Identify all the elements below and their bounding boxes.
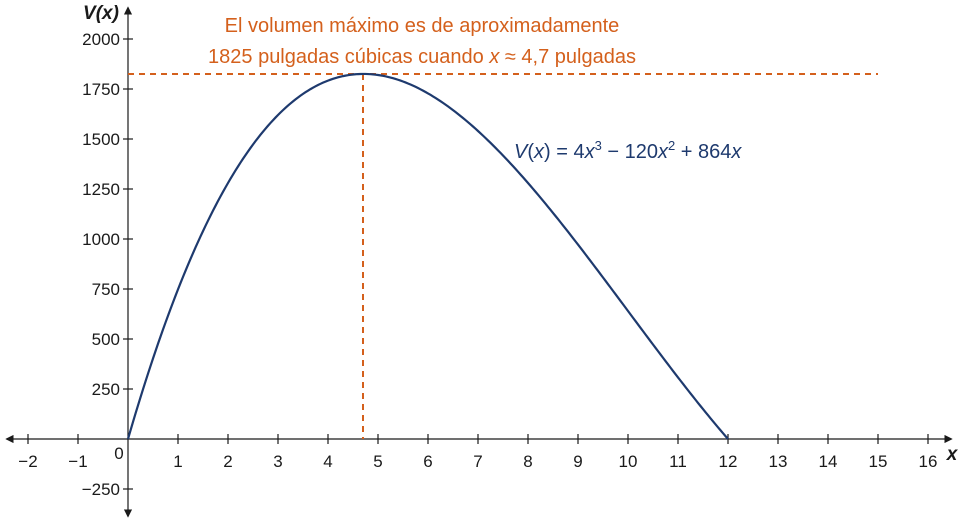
eq-open: (: [527, 141, 534, 163]
eq-end: + 864: [675, 141, 731, 163]
annotation-suffix: ≈ 4,7 pulgadas: [499, 46, 636, 68]
x-tick-label: 8: [523, 452, 532, 471]
annotation-line-2: 1825 pulgadas cúbicas cuando x ≈ 4,7 pul…: [208, 46, 636, 68]
x-tick-label: 15: [869, 452, 888, 471]
annotation-line-1: El volumen máximo es de aproximadamente: [225, 15, 620, 37]
x-tick-label: 10: [619, 452, 638, 471]
origin-label: 0: [114, 444, 123, 463]
y-tick-label: 1000: [82, 230, 120, 249]
x-tick-label: 13: [769, 452, 788, 471]
eq-close: ) = 4: [544, 141, 585, 163]
y-tick-label: −250: [82, 480, 120, 499]
volume-curve: [126, 72, 729, 440]
eq-x-cubed: x: [584, 141, 596, 163]
y-axis-title: V(x): [83, 3, 119, 24]
x-tick-label: 11: [669, 452, 687, 471]
eq-x: x: [533, 141, 545, 163]
annotation-prefix: 1825 pulgadas cúbicas cuando: [208, 46, 489, 68]
y-tick-label: 2000: [82, 30, 120, 49]
eq-exp-2: 2: [668, 138, 675, 153]
x-tick-label: −1: [68, 452, 87, 471]
eq-v: V: [514, 141, 529, 163]
x-tick-label: 5: [373, 452, 382, 471]
x-axis-title: x: [946, 444, 959, 465]
x-ticks: −2 −1 1 2 3 4 5 6 7 8 9 10 11 12 13 14 15 16: [18, 434, 937, 471]
x-tick-label: 6: [423, 452, 432, 471]
x-tick-label: 4: [323, 452, 332, 471]
annotation-variable: x: [488, 46, 500, 68]
y-ticks: −250 250 500 750 1000 1250 1500 1750 2000: [82, 30, 133, 499]
x-tick-label: 7: [473, 452, 482, 471]
y-tick-label: 500: [92, 330, 120, 349]
eq-x-squared: x: [657, 141, 669, 163]
x-tick-label: 3: [273, 452, 282, 471]
x-tick-label: 14: [819, 452, 838, 471]
y-tick-label: 1250: [82, 180, 120, 199]
equation-label: V(x) = 4x3 − 120x2 + 864x: [514, 138, 742, 163]
y-tick-label: 1750: [82, 80, 120, 99]
eq-x-linear: x: [730, 141, 742, 163]
y-tick-label: 1500: [82, 130, 120, 149]
x-tick-label: 9: [573, 452, 582, 471]
eq-exp-3: 3: [595, 138, 602, 153]
x-tick-label: 1: [173, 452, 182, 471]
x-tick-label: −2: [18, 452, 37, 471]
x-tick-label: 16: [919, 452, 938, 471]
y-tick-label: 750: [92, 280, 120, 299]
eq-mid: − 120: [602, 141, 658, 163]
y-tick-label: 250: [92, 380, 120, 399]
x-tick-label: 2: [223, 452, 232, 471]
x-tick-label: 12: [719, 452, 738, 471]
